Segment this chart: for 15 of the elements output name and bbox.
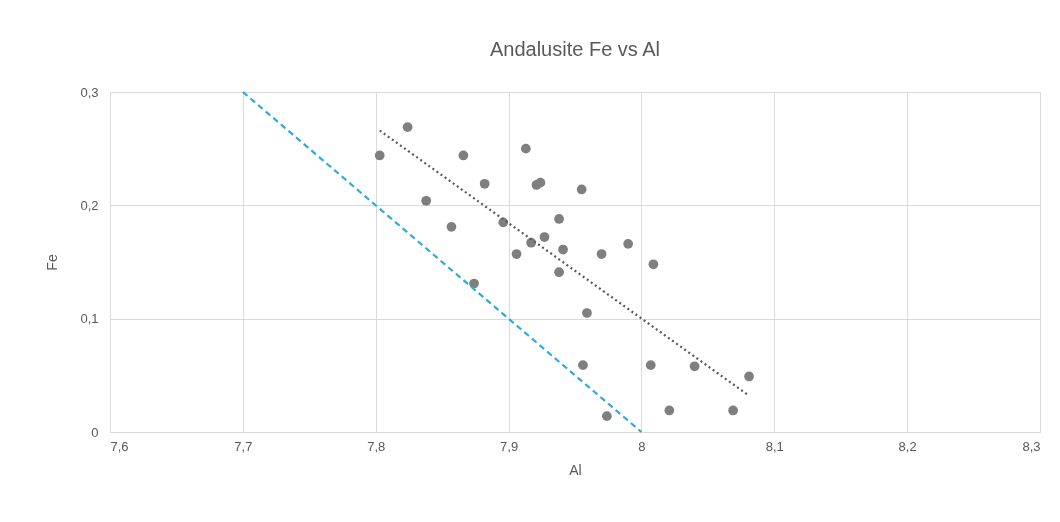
y-tick-label: 0 xyxy=(91,424,99,440)
x-tick-label: 8 xyxy=(638,438,646,454)
x-axis-title: Al xyxy=(569,461,582,478)
y-tick-label: 0,1 xyxy=(80,311,99,327)
chart-title: Andalusite Fe vs Al xyxy=(489,38,661,60)
x-tick-label: 7,8 xyxy=(367,438,386,454)
x-tick-label: 7,6 xyxy=(110,438,129,454)
x-tick-label: 8,3 xyxy=(1022,438,1041,454)
y-axis-title: Fe xyxy=(44,254,61,271)
x-tick-label: 7,7 xyxy=(234,438,253,454)
y-tick-label: 0,2 xyxy=(80,197,99,213)
y-tick-label: 0,3 xyxy=(80,84,99,100)
x-tick-label: 7,9 xyxy=(500,438,519,454)
x-tick-label: 8,1 xyxy=(765,438,784,454)
x-tick-label: 8,2 xyxy=(898,438,917,454)
